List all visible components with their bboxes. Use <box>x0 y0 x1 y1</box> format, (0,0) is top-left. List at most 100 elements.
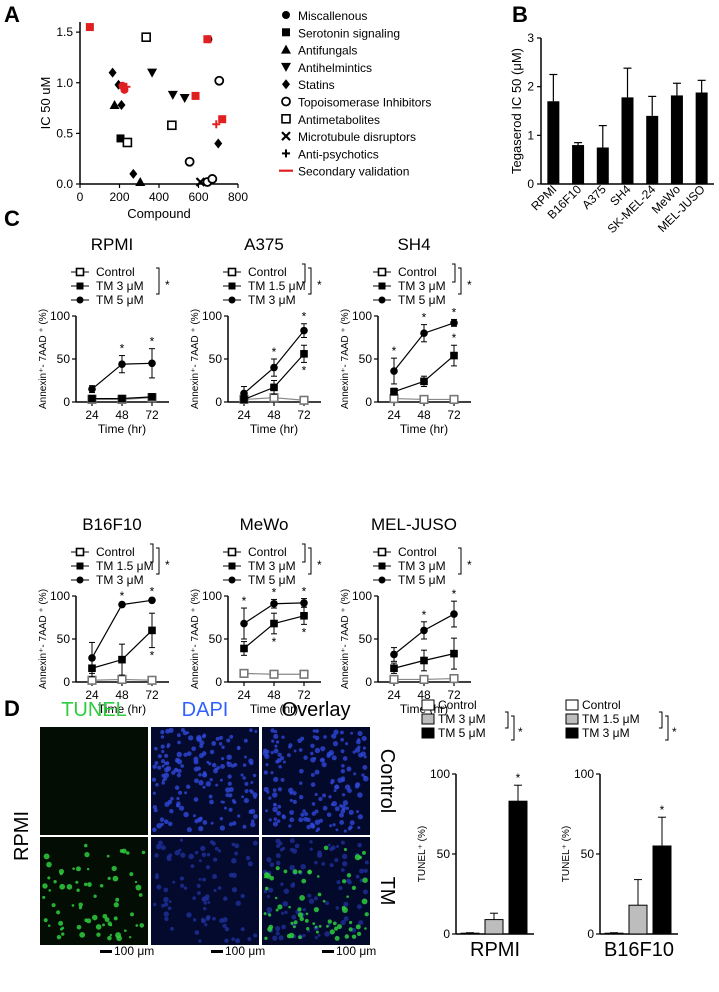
scatter-point <box>191 91 200 100</box>
tunel-positive-dot <box>59 883 66 890</box>
marker-shape <box>390 664 398 673</box>
marker-shape <box>135 176 146 186</box>
significance-bracket-inner <box>505 711 509 729</box>
tunel-positive-dot <box>104 917 110 923</box>
nucleus-dot <box>226 754 232 760</box>
scatter-point <box>116 134 125 143</box>
nucleus-dot <box>161 773 166 778</box>
nucleus-dot <box>277 757 282 763</box>
nucleus-dot <box>357 826 361 830</box>
marker-shape <box>240 644 248 653</box>
tunel-positive-dot <box>298 870 302 874</box>
tunel-positive-dot <box>138 893 143 897</box>
legend-marker-circle <box>76 296 84 304</box>
marker-shape <box>88 385 96 393</box>
tunel-positive-dot <box>355 924 361 930</box>
legend-swatch <box>565 699 579 711</box>
nucleus-dot <box>228 807 233 812</box>
nucleus-dot <box>335 844 340 848</box>
marker-shape <box>109 100 120 110</box>
nucleus-dot <box>223 806 228 810</box>
tunel-positive-dot <box>48 889 52 892</box>
nucleus-dot <box>272 792 278 798</box>
x-tick-label: 24 <box>387 408 401 422</box>
nucleus-dot <box>154 761 159 765</box>
micrograph-background <box>40 837 148 945</box>
marker-shape <box>270 363 278 372</box>
legend-label: Control <box>96 545 135 559</box>
nucleus-dot <box>333 729 339 735</box>
nucleus-dot <box>263 786 269 792</box>
marker-shape <box>378 282 386 290</box>
nucleus-dot <box>340 730 344 735</box>
legend-label: TM 5 μM <box>398 293 446 307</box>
nucleus-dot <box>275 853 281 859</box>
nucleus-dot <box>235 938 241 944</box>
data-point <box>299 395 309 405</box>
nucleus-dot <box>209 749 215 755</box>
scatter-point <box>214 75 225 86</box>
significance-bracket <box>511 715 515 741</box>
y-tick-label: 0 <box>215 675 222 689</box>
nucleus-dot <box>183 886 188 890</box>
nucleus-dot <box>160 744 165 749</box>
nucleus-dot <box>180 727 185 733</box>
tunel-positive-dot <box>78 906 83 910</box>
marker-shape <box>228 296 236 304</box>
tunel-positive-dot <box>121 848 127 854</box>
nucleus-dot <box>252 773 257 778</box>
tunel-positive-dot <box>107 876 111 881</box>
nucleus-dot <box>198 877 202 881</box>
nucleus-dot <box>325 901 330 906</box>
tunel-positive-dot <box>126 851 130 855</box>
nucleus-dot <box>343 916 349 922</box>
marker-shape <box>390 387 398 396</box>
y-tick-label: 0.5 <box>56 126 73 140</box>
nucleus-dot <box>248 758 254 764</box>
marker-shape <box>147 68 158 78</box>
bar <box>604 932 624 935</box>
data-point <box>88 394 96 403</box>
marker-shape <box>281 114 291 124</box>
tunel-positive-dot <box>75 866 81 872</box>
legend-label: Microtubule disruptors <box>298 130 416 144</box>
nucleus-dot <box>270 771 274 775</box>
category-label: A375 <box>579 182 609 212</box>
nucleus-dot <box>341 853 348 860</box>
data-point <box>240 644 248 653</box>
marker-shape <box>214 75 225 86</box>
nucleus-dot <box>303 755 308 760</box>
nucleus-dot <box>186 784 191 789</box>
y-tick-label: 100 <box>352 589 372 603</box>
legend-marker-circle <box>282 11 290 19</box>
legend-marker-square <box>378 562 386 570</box>
nucleus-dot <box>252 840 258 846</box>
nucleus-dot <box>216 765 221 770</box>
nucleus-dot <box>300 864 306 870</box>
nucleus-dot <box>215 783 219 787</box>
legend-label: TM 1.5 μM <box>248 279 306 293</box>
nucleus-dot <box>174 785 180 790</box>
y-axis-label: TUNEL⁺ (%) <box>561 826 572 882</box>
tunel-positive-dot <box>334 935 340 941</box>
significance-bracket-inner <box>452 263 456 283</box>
marker-shape <box>390 650 398 659</box>
tunel-positive-dot <box>71 904 75 907</box>
nucleus-dot <box>210 821 214 825</box>
marker-shape <box>420 329 428 338</box>
nucleus-dot <box>206 760 210 764</box>
data-point <box>148 626 156 635</box>
significance-bracket <box>156 547 160 575</box>
nucleus-dot <box>354 747 361 753</box>
tunel-positive-dot <box>346 873 352 878</box>
micrograph-image: 100 μm <box>262 837 376 958</box>
legend-swatch <box>421 727 435 739</box>
nucleus-dot <box>231 937 236 942</box>
nucleus-dot <box>273 748 279 754</box>
scatter-point <box>212 120 221 129</box>
nucleus-dot <box>326 812 332 817</box>
nucleus-dot <box>253 795 257 799</box>
nucleus-dot <box>244 781 249 786</box>
tunel-positive-dot <box>109 923 113 927</box>
